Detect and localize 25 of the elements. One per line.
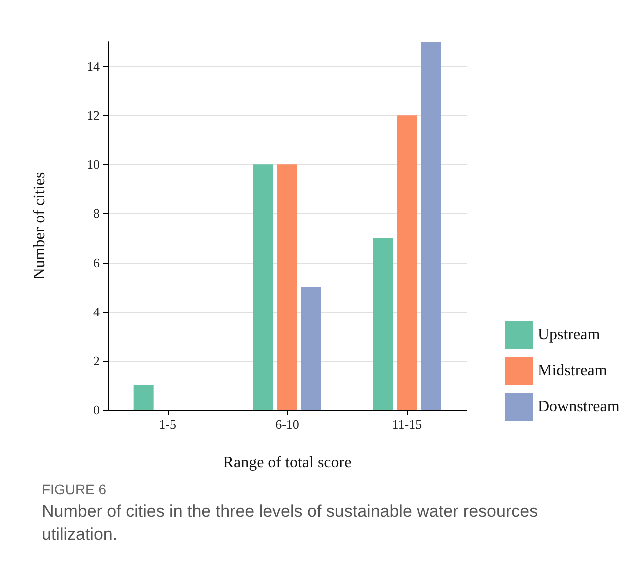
- bar: [373, 238, 394, 410]
- x-tick-label: 6-10: [276, 417, 300, 432]
- y-tick-label: 0: [94, 402, 100, 418]
- caption: FIGURE 6: [42, 482, 107, 498]
- bar: [278, 164, 298, 410]
- legend-label: Upstream: [538, 326, 601, 344]
- bar: [254, 164, 274, 410]
- y-tick-label: 4: [94, 304, 100, 320]
- y-tick-label: 14: [87, 59, 100, 74]
- bar: [134, 385, 154, 410]
- y-axis-title: Number of cities: [32, 172, 48, 280]
- y-tick-label: 2: [94, 353, 100, 368]
- y-tick-label: 6: [94, 255, 100, 270]
- x-tick-label: 11-15: [392, 417, 422, 432]
- legend-label: Midstream: [538, 362, 608, 380]
- bar: [302, 287, 322, 410]
- legend-label: Downstream: [538, 398, 620, 416]
- y-tick-label: 12: [87, 108, 100, 124]
- x-axis-title: Range of total score: [223, 454, 352, 472]
- text: Number of cities in the three levels of sustainable water resources utilization.: [42, 502, 543, 544]
- x-tick-label: 1-5: [159, 417, 177, 432]
- y-tick-label: 8: [94, 206, 100, 222]
- y-tick-label: 10: [87, 157, 100, 172]
- bar: [421, 42, 442, 410]
- bar: [397, 116, 418, 410]
